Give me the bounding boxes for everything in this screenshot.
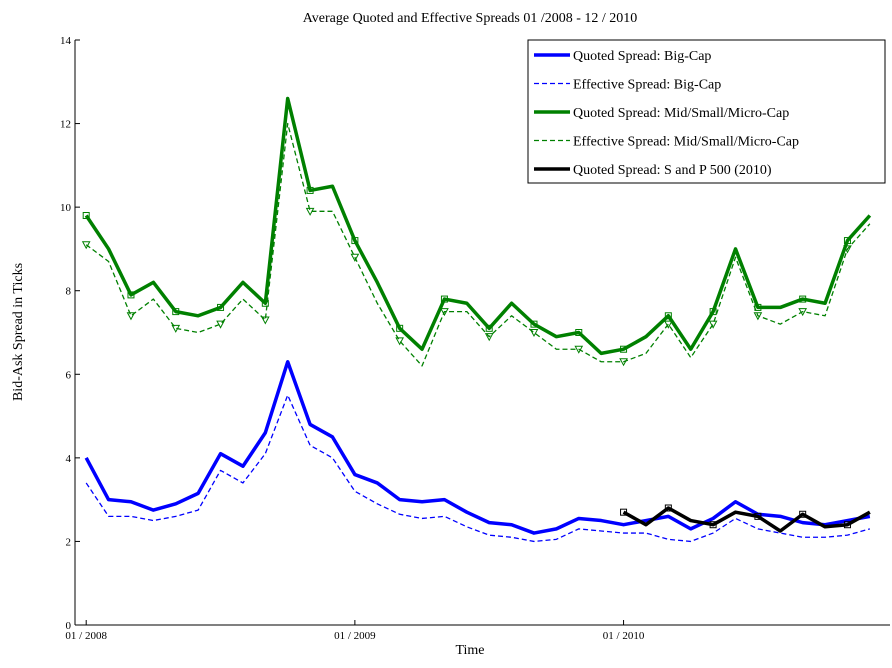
marker (395, 337, 404, 346)
x-tick-label: 01 / 2008 (65, 630, 107, 642)
marker (485, 324, 493, 332)
x-tick-label: 01 / 2010 (603, 630, 645, 642)
x-tick-label: 01 / 2009 (334, 630, 376, 642)
y-axis-label: Bid-Ask Spread in Ticks (11, 263, 26, 401)
legend-label: Quoted Spread: S and P 500 (2010) (573, 163, 772, 178)
marker (82, 212, 90, 219)
legend-box (527, 39, 886, 184)
marker (843, 245, 852, 254)
marker (799, 510, 807, 518)
marker (575, 329, 583, 336)
marker (799, 295, 807, 303)
y-tick-label: 8 (66, 286, 72, 298)
marker (709, 308, 717, 316)
marker (574, 345, 584, 354)
marker (305, 207, 315, 216)
marker (261, 299, 269, 307)
marker (440, 308, 449, 317)
marker (172, 308, 180, 316)
marker (529, 329, 539, 338)
marker (753, 312, 763, 321)
y-tick-label: 10 (60, 202, 72, 214)
marker (709, 521, 717, 529)
y-tick-label: 6 (66, 369, 72, 381)
series-line (85, 394, 871, 543)
marker (664, 320, 673, 329)
marker (260, 316, 270, 325)
marker (350, 253, 360, 262)
legend-label: Quoted Spread: Big-Cap (573, 49, 711, 64)
marker (216, 320, 225, 329)
marker (619, 358, 628, 367)
y-tick-label: 14 (60, 35, 72, 47)
marker (620, 508, 628, 516)
y-tick-label: 4 (66, 453, 72, 465)
x-axis-label: Time (455, 643, 484, 658)
series-line (84, 96, 872, 356)
marker (351, 237, 359, 245)
marker (81, 241, 91, 250)
marker (754, 512, 762, 520)
marker (126, 312, 136, 321)
legend-label: Quoted Spread: Mid/Small/Micro-Cap (573, 106, 789, 121)
marker (306, 186, 314, 194)
marker (843, 237, 851, 245)
chart-title: Average Quoted and Effective Spreads 01 … (303, 11, 638, 26)
series-line (622, 506, 871, 533)
marker (530, 320, 538, 328)
legend-label: Effective Spread: Big-Cap (573, 78, 721, 93)
marker (708, 320, 718, 329)
marker (664, 504, 672, 512)
marker (396, 324, 404, 332)
marker (620, 345, 628, 353)
marker (843, 521, 851, 529)
marker (664, 312, 672, 320)
marker (171, 324, 181, 333)
legend-label: Effective Spread: Mid/Small/Micro-Cap (573, 135, 799, 150)
series-line (85, 122, 871, 367)
marker (484, 333, 494, 342)
y-tick-label: 2 (66, 536, 72, 548)
marker (440, 295, 448, 303)
marker (217, 303, 225, 311)
y-tick-label: 0 (66, 620, 72, 632)
marker (127, 291, 135, 299)
marker (798, 308, 808, 317)
series-line (84, 360, 871, 535)
y-tick-label: 12 (60, 119, 71, 131)
